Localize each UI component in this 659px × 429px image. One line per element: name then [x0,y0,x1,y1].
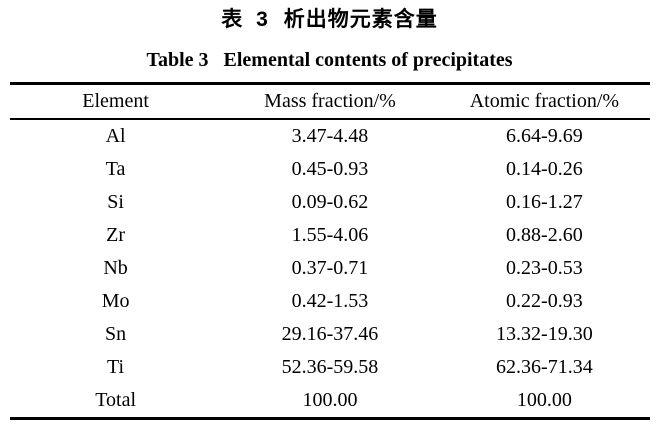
table-caption-english-text: Elemental contents of precipitates [223,49,513,71]
cell-element: Nb [103,257,128,279]
table-row: Nb 0.37-0.71 0.23-0.53 [10,252,650,285]
table-caption-english: Table 3 Elemental contents of precipitate… [0,47,659,73]
cell-atomic-fraction: 62.36-71.34 [496,356,593,378]
precipitates-table: Element Mass fraction/% Atomic fraction/… [10,82,650,420]
cell-mass-fraction: 0.37-0.71 [291,257,369,279]
cell-element: Zr [106,224,126,246]
header-atomic-fraction: Atomic fraction/% [438,83,650,120]
cell-mass-fraction: 0.45-0.93 [291,158,369,180]
cell-element: Ti [107,356,125,378]
cell-mass-fraction: 52.36-59.58 [281,356,379,378]
table-row: Zr 1.55-4.06 0.88-2.60 [10,219,650,252]
cell-mass-fraction: 0.09-0.62 [291,191,369,213]
cell-atomic-fraction: 0.16-1.27 [506,191,583,213]
cell-atomic-fraction: 6.64-9.69 [506,125,583,147]
table-row: Ta 0.45-0.93 0.14-0.26 [10,153,650,186]
cell-mass-fraction: 0.42-1.53 [291,290,369,312]
cell-atomic-fraction: 0.23-0.53 [506,257,583,279]
table-caption-chinese-text: 析出物元素含量 [283,8,438,31]
table-row: Al 3.47-4.48 6.64-9.69 [10,119,650,153]
header-row: Element Mass fraction/% Atomic fraction/… [10,83,650,120]
table-row: Sn 29.16-37.46 13.32-19.30 [10,318,650,351]
cell-atomic-fraction: 0.14-0.26 [506,158,583,180]
table-row: Ti 52.36-59.58 62.36-71.34 [10,351,650,384]
cell-element: Total [95,389,136,411]
header-mass-fraction: Mass fraction/% [221,83,439,120]
cell-element: Ta [105,158,126,180]
cell-mass-fraction: 100.00 [302,389,358,411]
table-caption-english-number: Table 3 [146,49,209,71]
table-caption-chinese: 表 3 析出物元素含量 [0,7,659,32]
cell-atomic-fraction: 0.22-0.93 [506,290,583,312]
cell-element: Al [105,125,126,147]
table-row: Mo 0.42-1.53 0.22-0.93 [10,285,650,318]
cell-atomic-fraction: 13.32-19.30 [496,323,593,345]
cell-mass-fraction: 1.55-4.06 [291,224,369,246]
cell-element: Mo [101,290,130,312]
cell-element: Sn [105,323,127,345]
table-row: Si 0.09-0.62 0.16-1.27 [10,186,650,219]
cell-atomic-fraction: 100.00 [516,389,572,411]
cell-element: Si [107,191,124,213]
table-row-total: Total 100.00 100.00 [10,384,650,419]
table-caption-chinese-number: 表 3 [221,8,272,31]
cell-mass-fraction: 3.47-4.48 [291,125,369,147]
paper-page: 表 3 析出物元素含量 Table 3 Elemental contents of … [0,7,659,429]
cell-mass-fraction: 29.16-37.46 [281,323,379,345]
cell-atomic-fraction: 0.88-2.60 [506,224,583,246]
header-element: Element [10,83,222,120]
